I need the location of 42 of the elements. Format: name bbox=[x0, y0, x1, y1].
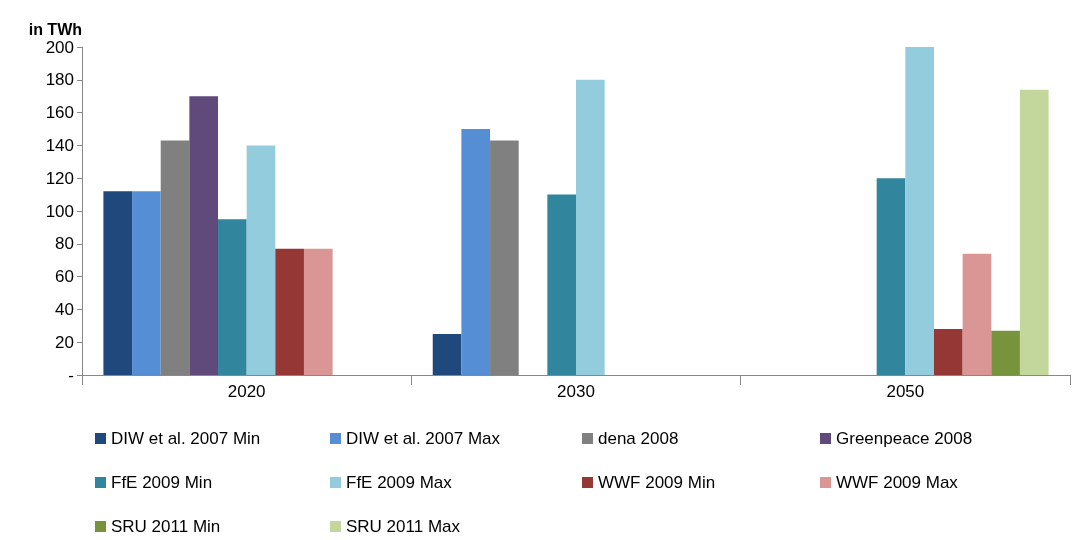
y-tick-label: 160 bbox=[45, 103, 74, 123]
y-tick-label: 80 bbox=[55, 234, 74, 254]
bar bbox=[189, 96, 219, 375]
legend-label: dena 2008 bbox=[598, 429, 679, 448]
y-tick-label: 200 bbox=[45, 37, 74, 57]
bar bbox=[933, 329, 963, 375]
bar bbox=[432, 334, 462, 375]
y-tick-label: - bbox=[68, 365, 74, 385]
legend-label: DIW et al. 2007 Max bbox=[346, 429, 501, 448]
y-tick-label: 180 bbox=[45, 70, 74, 90]
legend-label: Greenpeace 2008 bbox=[836, 429, 973, 448]
bar bbox=[275, 248, 304, 375]
legend-label: SRU 2011 Min bbox=[111, 517, 221, 536]
bar bbox=[218, 219, 247, 375]
y-tick-label: 120 bbox=[45, 168, 74, 188]
bar bbox=[1019, 89, 1049, 375]
x-tick-label: 2050 bbox=[886, 382, 925, 401]
bar bbox=[303, 248, 333, 375]
bar bbox=[962, 253, 992, 375]
x-tick-label: 2030 bbox=[557, 382, 595, 401]
legend-label: DIW et al. 2007 Min bbox=[111, 429, 261, 448]
bar bbox=[876, 178, 906, 375]
legend-label: WWF 2009 Min bbox=[598, 473, 716, 492]
bar bbox=[547, 194, 576, 375]
y-tick-label: 140 bbox=[45, 135, 74, 155]
legend-label: WWF 2009 Max bbox=[836, 473, 959, 492]
bar bbox=[991, 330, 1020, 375]
bar bbox=[905, 47, 934, 375]
bar bbox=[461, 129, 491, 375]
bar bbox=[103, 191, 133, 375]
bar bbox=[132, 191, 161, 375]
y-tick-label: 100 bbox=[45, 201, 74, 221]
y-tick-label: 40 bbox=[55, 299, 74, 319]
x-tick-label: 2020 bbox=[227, 382, 266, 401]
legend-label: SRU 2011 Max bbox=[346, 517, 461, 536]
y-tick-label: 60 bbox=[55, 267, 74, 287]
y-axis-title: in TWh bbox=[28, 20, 82, 38]
legend-label: FfE 2009 Max bbox=[346, 473, 453, 492]
bar bbox=[246, 145, 276, 375]
bar bbox=[576, 79, 605, 375]
legend-label: FfE 2009 Min bbox=[111, 473, 213, 492]
y-tick-label: 20 bbox=[55, 332, 74, 352]
